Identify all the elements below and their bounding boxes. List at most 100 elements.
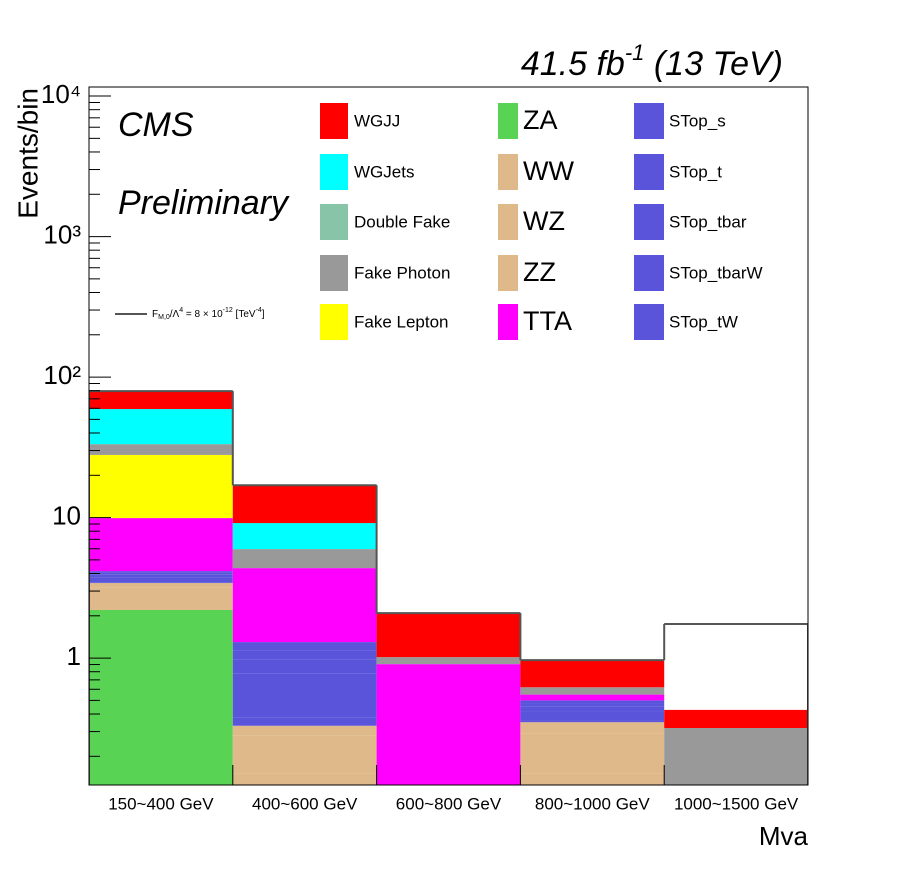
- bar-segment: [520, 687, 665, 695]
- legend-label: WZ: [523, 206, 565, 236]
- bar-segment: [89, 583, 233, 588]
- bar-segment: [89, 609, 233, 785]
- legend-swatch: [498, 204, 518, 240]
- bar-segment: [89, 391, 233, 410]
- bar-segment: [232, 642, 377, 651]
- bar-segment: [376, 657, 521, 665]
- legend-swatch: [634, 103, 664, 139]
- plot-frame: [88, 86, 809, 786]
- bar-segment: [89, 587, 233, 598]
- legend-label: WW: [523, 156, 574, 186]
- y-tick-label: 10: [52, 500, 81, 530]
- bar-segment: [89, 572, 233, 575]
- plot-area: [89, 390, 808, 785]
- x-tick-label: 800~1000 GeV: [535, 794, 651, 813]
- bar-segment: [232, 650, 377, 660]
- bar-segment: [664, 709, 808, 729]
- y-tick-label: 10²: [43, 360, 81, 390]
- bar-segment: [520, 706, 665, 712]
- legend-label: STop_tW: [669, 312, 738, 331]
- bar-segment: [232, 725, 377, 736]
- legend-label: STop_t: [669, 162, 722, 181]
- legend-swatch: [320, 103, 348, 139]
- y-axis-label: Events/bin: [12, 88, 43, 219]
- bar-segment: [520, 720, 665, 723]
- legend-label: ZA: [523, 105, 558, 135]
- bar-segment: [232, 485, 377, 524]
- y-tick-label: 1: [67, 641, 81, 671]
- legend-signal-part: 4: [179, 307, 183, 314]
- legend-signal-part: [TeV: [233, 309, 256, 320]
- x-axis-label: Mva: [759, 821, 809, 851]
- bar-segment: [89, 582, 233, 584]
- bar-segment: [664, 728, 808, 785]
- legend-signal-part: = 8 × 10: [183, 309, 223, 320]
- bar-segment: [520, 733, 665, 774]
- legend-label: Fake Photon: [354, 263, 450, 282]
- bar-segment: [520, 722, 665, 734]
- bar-segment: [232, 735, 377, 774]
- legend-signal-part: /Λ: [170, 309, 180, 320]
- legend-signal-part: ]: [262, 309, 265, 320]
- lumi-part: (13 TeV): [644, 45, 783, 83]
- legend-label: STop_s: [669, 111, 726, 130]
- legend-signal-part: F: [152, 309, 158, 320]
- bar-segment: [89, 518, 233, 572]
- legend-swatch: [498, 255, 518, 291]
- legend-label: Fake Lepton: [354, 312, 449, 331]
- legend-swatch: [498, 304, 518, 340]
- bar-segment: [520, 694, 665, 701]
- bar-segment: [520, 659, 665, 688]
- bar-segment: [520, 773, 665, 785]
- bar-segment: [89, 574, 233, 578]
- bar-segment: [520, 711, 665, 721]
- legend-swatch: [634, 255, 664, 291]
- legend-label: STop_tbarW: [669, 263, 763, 282]
- legend-label: STop_tbar: [669, 212, 747, 231]
- x-tick-label: 400~600 GeV: [252, 794, 358, 813]
- x-tick-label: 1000~1500 GeV: [674, 794, 799, 813]
- bar-segment: [232, 673, 377, 718]
- legend-label: ZZ: [523, 257, 556, 287]
- legend-swatch: [498, 154, 518, 190]
- legend-swatch: [634, 154, 664, 190]
- legend-swatch: [634, 204, 664, 240]
- legend-label: TTA: [523, 306, 572, 336]
- legend-swatch: [320, 255, 348, 291]
- bar-segment: [89, 409, 233, 445]
- bar-segment: [89, 571, 233, 573]
- bar-segment: [520, 700, 665, 704]
- experiment-label: CMS: [118, 106, 194, 144]
- bar-segment: [232, 659, 377, 674]
- bar-segment: [232, 549, 377, 569]
- legend-swatch: [320, 154, 348, 190]
- bar-segment: [376, 664, 521, 785]
- legend-signal-part: -4: [256, 307, 262, 314]
- legend-label: WGJets: [354, 162, 414, 181]
- legend-swatch: [320, 204, 348, 240]
- x-tick-label: 600~800 GeV: [396, 794, 502, 813]
- legend-swatch: [498, 103, 518, 139]
- lumi-label: 41.5 fb-1 (13 TeV): [521, 40, 783, 83]
- legend-label: WGJJ: [354, 111, 400, 130]
- bar-segment: [520, 703, 665, 707]
- lumi-part: -1: [625, 40, 645, 65]
- bar-segment: [89, 597, 233, 610]
- legend-label: Double Fake: [354, 212, 450, 231]
- legend-signal-part: -12: [223, 307, 233, 314]
- lumi-part: 41.5 fb: [521, 45, 625, 83]
- bar-segment: [89, 454, 233, 519]
- legend-signal-label: FM,0/Λ4 = 8 × 10-12 [TeV-4]: [152, 307, 265, 321]
- bar-segment: [232, 717, 377, 726]
- bar-segment: [376, 613, 521, 658]
- bar-segment: [232, 568, 377, 643]
- y-tick-label: 10³: [43, 219, 81, 249]
- bar-segment: [89, 577, 233, 583]
- status-label: Preliminary: [118, 184, 290, 222]
- bar-segment: [232, 523, 377, 550]
- legend-swatch: [634, 304, 664, 340]
- legend-signal-part: M,0: [158, 314, 170, 321]
- y-tick-label: 10⁴: [41, 79, 81, 109]
- x-tick-label: 150~400 GeV: [108, 794, 214, 813]
